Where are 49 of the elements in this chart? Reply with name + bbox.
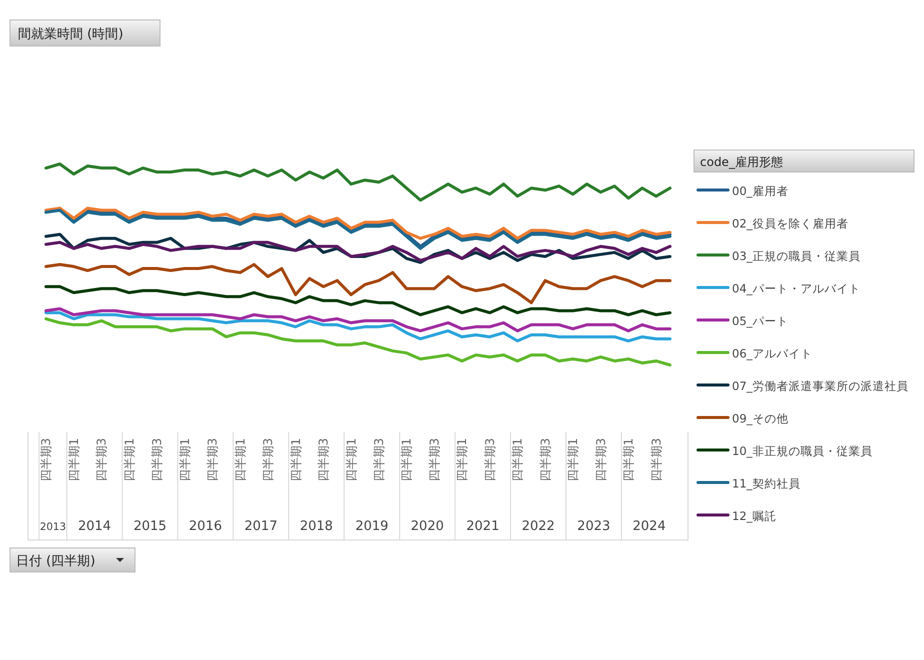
x-tick-label: 四半期1 [510, 438, 525, 482]
text: 2021 [466, 519, 500, 534]
text: 2023 [577, 519, 610, 534]
x-tick-label: 四半期1 [455, 438, 470, 482]
x-tick-label: 四半期1 [66, 438, 81, 482]
x-tick-label: 四半期1 [566, 438, 580, 482]
legend-title: code_雇用形態 [700, 155, 783, 169]
legend-label: 06_アルバイト [732, 346, 812, 360]
legend-label: 00_雇用者 [732, 184, 788, 198]
x-tick-label: 四半期1 [233, 438, 248, 482]
text: 2022 [522, 519, 555, 534]
x-tick-label: 四半期1 [622, 438, 636, 482]
x-tick-label: 四半期1 [400, 438, 414, 482]
x-tick-label: 四半期1 [344, 438, 358, 482]
legend-label: 07_労働者派遣事業所の派遣社員 [732, 379, 908, 393]
legend-label: 09_その他 [732, 412, 788, 426]
legend-label: 11_契約社員 [732, 476, 800, 490]
legend-label: 10_非正規の職員・従業員 [732, 444, 872, 458]
x-tick-label: 四半期3 [316, 438, 331, 482]
legend-label: 04_パート・アルバイト [732, 282, 860, 296]
legend-label: 05_パート [732, 314, 788, 328]
x-tick-label: 四半期1 [122, 438, 136, 482]
text: 2014 [78, 519, 112, 534]
x-tick-label: 四半期3 [206, 438, 220, 482]
text: 2016 [188, 519, 222, 534]
text: 2019 [355, 519, 388, 534]
text: 2020 [410, 519, 444, 534]
text: 日付 (四半期) [16, 554, 96, 569]
x-tick-label: 四半期3 [150, 438, 164, 482]
text: 2013 [40, 521, 66, 533]
legend-label: 12_嘱託 [732, 509, 776, 523]
legend-label: 03_正規の職員・従業員 [732, 249, 860, 263]
x-tick-label: 四半期3 [594, 438, 608, 482]
text: 2024 [632, 519, 666, 534]
chart-title: 間就業時間 (時間) [18, 27, 124, 42]
x-tick-label: 四半期3 [94, 438, 109, 482]
text: 2017 [244, 519, 278, 534]
x-tick-label: 四半期3 [39, 438, 54, 482]
text: 2015 [133, 519, 167, 534]
legend-label: 02_役員を除く雇用者 [732, 216, 848, 230]
x-tick-label: 四半期3 [649, 438, 664, 482]
x-tick-label: 四半期3 [538, 438, 552, 482]
text: 2018 [300, 519, 333, 534]
x-tick-label: 四半期3 [261, 438, 276, 482]
x-tick-label: 四半期1 [178, 438, 192, 482]
x-tick-label: 四半期1 [288, 438, 303, 482]
x-tick-label: 四半期3 [372, 438, 386, 482]
x-tick-label: 四半期3 [427, 438, 442, 482]
x-tick-label: 四半期3 [482, 438, 497, 482]
